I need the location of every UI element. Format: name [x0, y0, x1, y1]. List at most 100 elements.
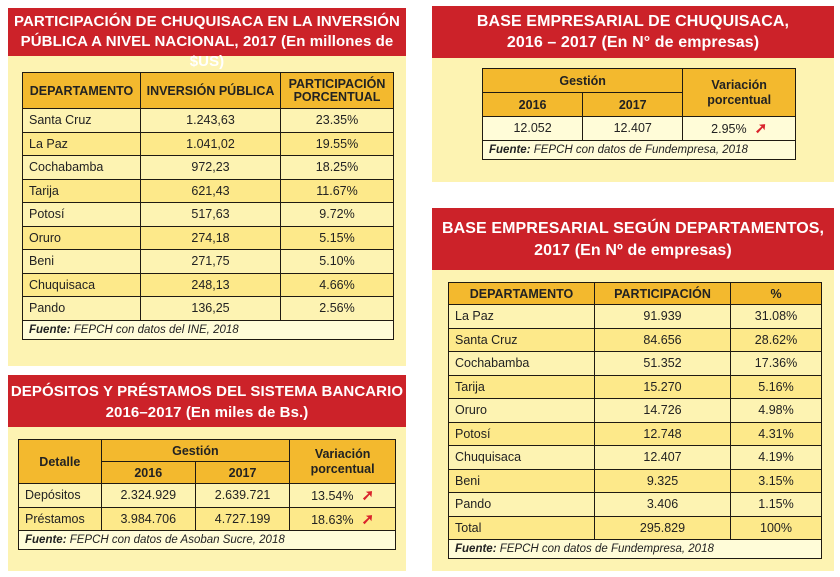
cell: Depósitos — [18, 483, 102, 508]
col-header: Variación porcentual — [682, 68, 796, 117]
cell: 14.726 — [594, 398, 731, 423]
table-row: La Paz 91.939 31.08% — [448, 304, 822, 329]
table-row: Tarija 621,43 11.67% — [22, 178, 394, 203]
cell: 271,75 — [140, 249, 281, 274]
cell: 2.95% ➚ — [682, 116, 796, 141]
table-row: Pando 3.406 1.15% — [448, 492, 822, 517]
cell: 12.407 — [594, 445, 731, 470]
cell: 9.72% — [280, 202, 394, 227]
cell: 136,25 — [140, 296, 281, 321]
cell: 1.243,63 — [140, 108, 281, 133]
col-header: 2016 — [481, 92, 584, 117]
table-row: Oruro 14.726 4.98% — [448, 398, 822, 423]
cell: 621,43 — [140, 178, 281, 203]
cell: 18.63% ➚ — [289, 506, 396, 531]
table-row: Santa Cruz 1.243,63 23.35% — [22, 108, 394, 133]
table-row: Oruro 274,18 5.15% — [22, 225, 394, 250]
cell: 17.36% — [730, 351, 822, 376]
base-panel: BASE EMPRESARIAL DE CHUQUISACA, 2016 – 2… — [432, 6, 834, 182]
cell: Santa Cruz — [22, 108, 141, 133]
cell: 248,13 — [140, 272, 281, 297]
increase-arrow-icon: ➚ — [361, 487, 375, 505]
cell: 15.270 — [594, 374, 731, 399]
cell: Oruro — [448, 398, 595, 423]
cell: 1.041,02 — [140, 131, 281, 156]
cell: 5.10% — [280, 249, 394, 274]
cell: 100% — [730, 515, 822, 540]
table-row: Chuquisaca 12.407 4.19% — [448, 445, 822, 470]
table-row: 12.052 12.407 2.95% ➚ — [481, 116, 796, 141]
source-note: Fuente: FEPCH con datos de Asoban Sucre,… — [18, 531, 396, 550]
col-header: 2017 — [582, 92, 684, 117]
cell: 4.19% — [730, 445, 822, 470]
cell: 3.15% — [730, 468, 822, 493]
cell: 295.829 — [594, 515, 731, 540]
cell: Tarija — [22, 178, 141, 203]
cell: Pando — [448, 492, 595, 517]
col-header: Detalle — [18, 439, 102, 484]
cell: Oruro — [22, 225, 141, 250]
cell: 12.052 — [481, 116, 584, 141]
cell: 4.98% — [730, 398, 822, 423]
cell: La Paz — [448, 304, 595, 329]
cell: 18.25% — [280, 155, 394, 180]
col-header: Gestión — [481, 68, 684, 93]
table-row: Tarija 15.270 5.16% — [448, 374, 822, 399]
table-row: Total 295.829 100% — [448, 515, 822, 540]
cell: Tarija — [448, 374, 595, 399]
cell: 31.08% — [730, 304, 822, 329]
cell: Préstamos — [18, 506, 102, 531]
cell: Cochabamba — [448, 351, 595, 376]
deptos-table: DEPARTAMENTO PARTICIPACIÓN % La Paz 91.93… — [448, 282, 822, 540]
cell: 1.15% — [730, 492, 822, 517]
cell: Beni — [22, 249, 141, 274]
col-header: DEPARTAMENTO — [448, 282, 595, 305]
depositos-table: Detalle Gestión Variación porcentual 201… — [18, 439, 396, 531]
increase-arrow-icon: ➚ — [361, 510, 375, 528]
cell: 23.35% — [280, 108, 394, 133]
cell: 28.62% — [730, 327, 822, 352]
col-header: PARTICIPACIÓN PORCENTUAL — [280, 72, 394, 109]
cell: 517,63 — [140, 202, 281, 227]
table-row: Potosí 517,63 9.72% — [22, 202, 394, 227]
table-row: La Paz 1.041,02 19.55% — [22, 131, 394, 156]
table-row: Préstamos 3.984.706 4.727.199 18.63% ➚ — [18, 506, 396, 531]
cell: Chuquisaca — [448, 445, 595, 470]
source-note: Fuente: FEPCH con datos de Fundempresa, … — [482, 140, 796, 160]
cell: Santa Cruz — [448, 327, 595, 352]
table-row: Chuquisaca 248,13 4.66% — [22, 272, 394, 297]
depositos-panel: DEPÓSITOS Y PRÉSTAMOS DEL SISTEMA BANCAR… — [8, 375, 406, 571]
cell: Cochabamba — [22, 155, 141, 180]
col-header: % — [730, 282, 822, 305]
col-header: Gestión — [100, 439, 291, 462]
base-table: Gestión Variación porcentual 2016 2017 1… — [481, 68, 796, 141]
cell: 13.54% ➚ — [289, 483, 396, 508]
table-row: Santa Cruz 84.656 28.62% — [448, 327, 822, 352]
cell: Beni — [448, 468, 595, 493]
col-header: DEPARTAMENTO — [22, 72, 141, 109]
source-note: Fuente: FEPCH con datos del INE, 2018 — [22, 320, 394, 340]
cell: Total — [448, 515, 595, 540]
cell: 3.406 — [594, 492, 731, 517]
cell: 91.939 — [594, 304, 731, 329]
col-header: PARTICIPACIÓN — [594, 282, 731, 305]
cell: 274,18 — [140, 225, 281, 250]
cell: 5.15% — [280, 225, 394, 250]
deptos-panel: BASE EMPRESARIAL SEGÚN DEPARTAMENTOS, 20… — [432, 208, 834, 571]
cell: 5.16% — [730, 374, 822, 399]
deptos-title: BASE EMPRESARIAL SEGÚN DEPARTAMENTOS, 20… — [432, 208, 834, 270]
table-row: Potosí 12.748 4.31% — [448, 421, 822, 446]
cell: 4.727.199 — [194, 506, 291, 531]
col-header: 2016 — [100, 461, 196, 484]
table-row: Beni 271,75 5.10% — [22, 249, 394, 274]
cell: Pando — [22, 296, 141, 321]
cell: 51.352 — [594, 351, 731, 376]
depositos-title: DEPÓSITOS Y PRÉSTAMOS DEL SISTEMA BANCAR… — [8, 375, 406, 427]
cell: 2.56% — [280, 296, 394, 321]
table-row: Pando 136,25 2.56% — [22, 296, 394, 321]
cell: 12.407 — [582, 116, 684, 141]
increase-arrow-icon: ➚ — [754, 120, 768, 138]
col-header: INVERSIÓN PÚBLICA — [140, 72, 281, 109]
cell: 972,23 — [140, 155, 281, 180]
cell: La Paz — [22, 131, 141, 156]
